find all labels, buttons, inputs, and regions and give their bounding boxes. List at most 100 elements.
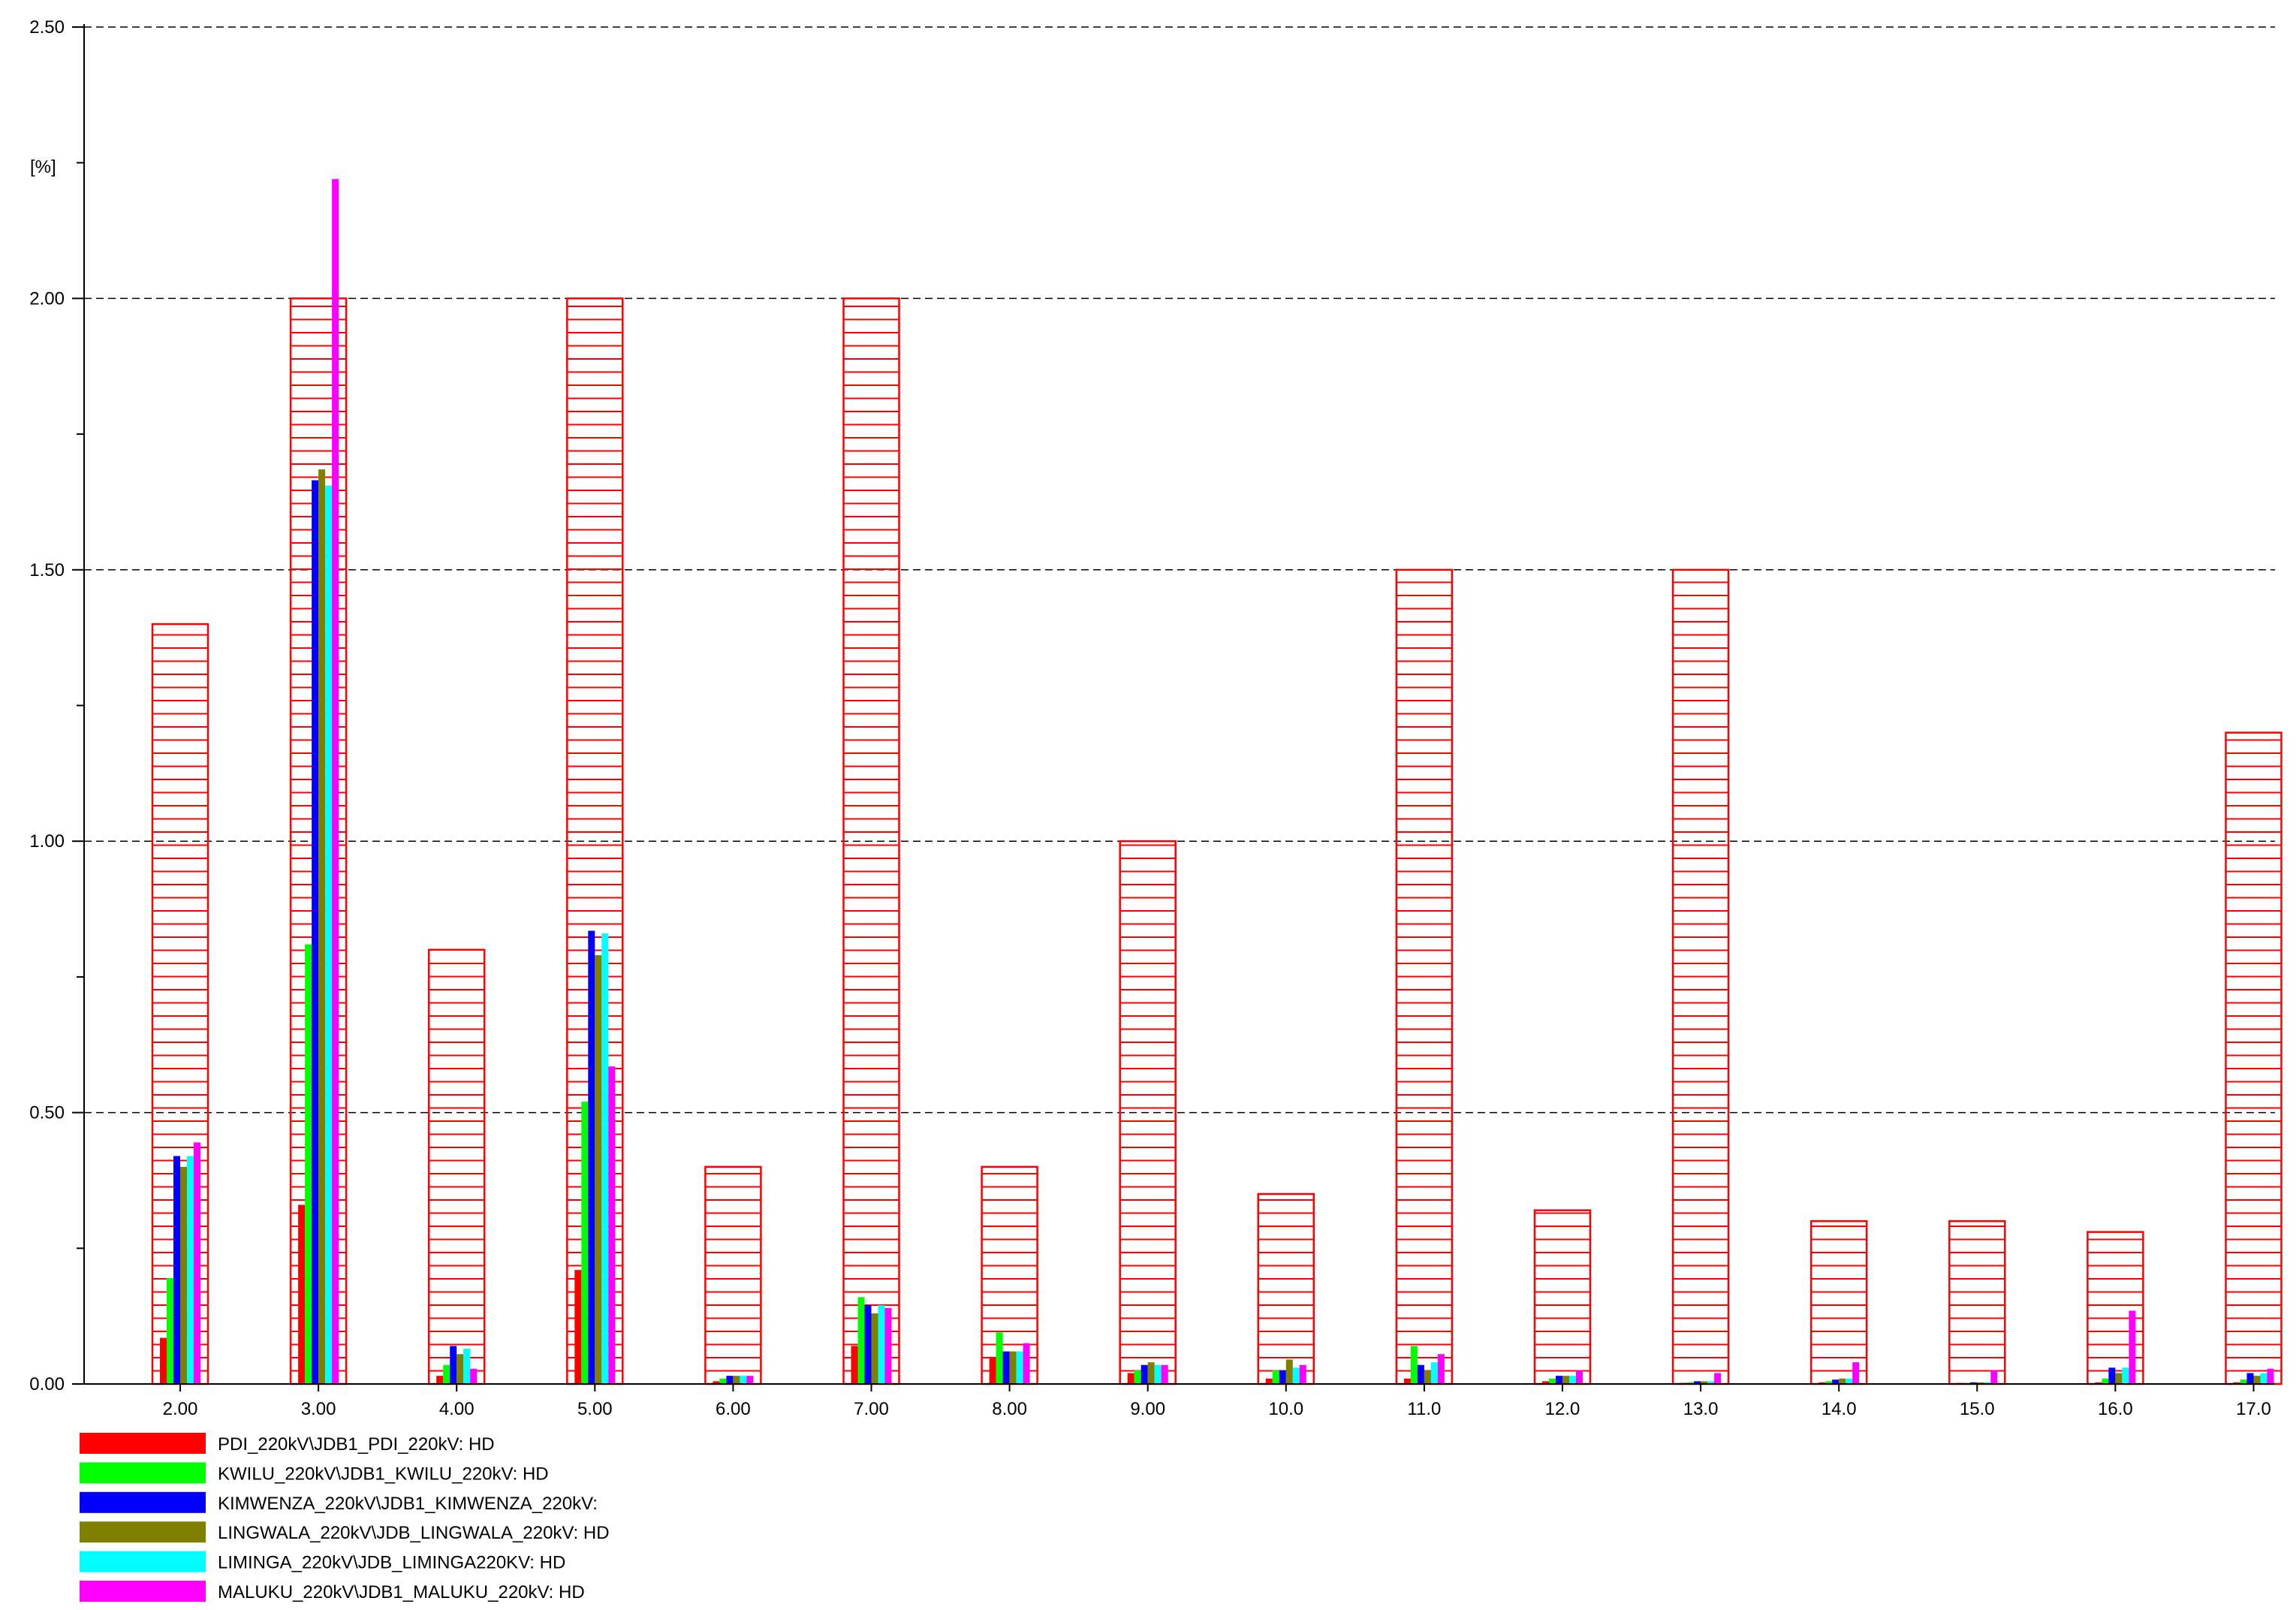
data-bar [1417, 1364, 1424, 1384]
data-bar [1576, 1370, 1583, 1384]
y-tick-labels: 0.00 0.50 1.00 1.50 2.00 2.50 [29, 17, 65, 1394]
data-bar [2240, 1379, 2247, 1384]
data-bar [2246, 1373, 2254, 1384]
y-tick-label: 2.50 [29, 17, 65, 38]
data-bar [2233, 1382, 2240, 1384]
legend-label: PDI_220kV\JDB1_PDI_220kV: HD [218, 1434, 495, 1455]
data-bar [1984, 1382, 1991, 1384]
data-bar [450, 1346, 457, 1384]
y-tick-label: 0.00 [29, 1374, 65, 1394]
data-bar [1279, 1370, 1286, 1384]
data-bar [1430, 1362, 1438, 1384]
data-bar [1154, 1364, 1162, 1384]
x-tick-label: 10.0 [1268, 1399, 1303, 1419]
data-bar [851, 1346, 858, 1384]
x-tick-label: 7.00 [854, 1399, 889, 1419]
data-bar [996, 1332, 1003, 1384]
limit-bar [427, 948, 486, 1385]
data-bar [1714, 1373, 1722, 1384]
limit-bar [566, 297, 624, 1385]
x-tick-label: 8.00 [992, 1399, 1027, 1419]
data-bar [864, 1305, 872, 1384]
x-tick-label: 6.00 [716, 1399, 751, 1419]
data-bar [1009, 1351, 1017, 1384]
data-bar [187, 1156, 194, 1384]
data-bar [2115, 1373, 2123, 1384]
data-bar [1970, 1382, 1978, 1384]
legend-swatch [80, 1491, 206, 1513]
data-bar [325, 485, 333, 1384]
limit-bar [1119, 840, 1177, 1385]
data-bar [878, 1305, 885, 1384]
data-bar [2095, 1382, 2102, 1384]
data-bar [1127, 1373, 1134, 1384]
data-bar [871, 1313, 878, 1384]
data-bar [2108, 1367, 2116, 1384]
data-bar [574, 1270, 582, 1384]
y-tick-label: 1.00 [29, 831, 65, 852]
data-bar [713, 1381, 720, 1384]
data-bar [1147, 1362, 1155, 1384]
data-bar [312, 480, 319, 1384]
data-bar [1839, 1378, 1846, 1384]
data-bar [1556, 1376, 1562, 1384]
data-bar [1846, 1378, 1853, 1384]
legend-swatch [80, 1433, 206, 1454]
data-bar [1410, 1346, 1418, 1384]
data-bar [608, 1066, 616, 1384]
legend-label: KIMWENZA_220kV\JDB1_KIMWENZA_220kV: [218, 1494, 598, 1514]
limit-bar [1948, 1220, 2006, 1385]
data-bar [989, 1356, 996, 1384]
data-bar [1542, 1381, 1549, 1384]
limit-bar-outline [1948, 1220, 2006, 1385]
data-bar [1403, 1378, 1411, 1384]
data-bar [1832, 1379, 1840, 1384]
data-bar [1549, 1378, 1556, 1384]
data-bar [733, 1376, 740, 1384]
data-bar [1023, 1343, 1030, 1384]
x-tick-label: 4.00 [439, 1399, 475, 1419]
data-bar [1569, 1376, 1576, 1384]
data-bar [719, 1378, 727, 1384]
data-bar [2260, 1373, 2267, 1384]
data-bar [1140, 1364, 1148, 1384]
grid-lines [84, 26, 2275, 1114]
x-tick-label: 3.00 [301, 1399, 336, 1419]
data-bar [456, 1354, 464, 1384]
data-bar [857, 1297, 865, 1384]
data-bar [173, 1156, 180, 1384]
data-bar [2267, 1368, 2274, 1384]
data-bar [595, 954, 602, 1384]
data-bar [318, 469, 326, 1384]
data-bar [160, 1337, 167, 1384]
data-bar [305, 944, 312, 1384]
data-bar [740, 1376, 747, 1384]
data-bar [443, 1364, 450, 1384]
data-bar [1161, 1364, 1168, 1384]
data-bar [746, 1376, 754, 1384]
data-bar [1134, 1370, 1141, 1384]
legend-swatch [80, 1521, 206, 1543]
x-tick-labels: 2.00 3.00 4.00 5.00 6.00 7.00 8.00 9.00 10.0 11.0… [163, 1399, 2271, 1419]
legend-swatch [80, 1462, 206, 1484]
data-bar [726, 1376, 734, 1384]
data-bar [2253, 1376, 2261, 1384]
x-tick-label: 16.0 [2098, 1399, 2133, 1419]
data-bar [1694, 1381, 1701, 1384]
y-tick-label: 1.50 [29, 560, 65, 580]
data-bar [194, 1142, 200, 1384]
limit-bar [1809, 1220, 1868, 1385]
x-tick-label: 5.00 [577, 1399, 613, 1419]
data-bar [1818, 1382, 1826, 1384]
data-bar [436, 1376, 444, 1384]
data-bar [2102, 1378, 2109, 1384]
limit-bar [1671, 568, 1730, 1385]
x-tick-label: 9.00 [1130, 1399, 1165, 1419]
data-bar [1687, 1382, 1695, 1384]
data-bar [1002, 1351, 1010, 1384]
x-tick-label: 2.00 [163, 1399, 198, 1419]
x-tick-label: 17.0 [2236, 1399, 2271, 1419]
y-tick-label: 0.50 [29, 1103, 65, 1123]
